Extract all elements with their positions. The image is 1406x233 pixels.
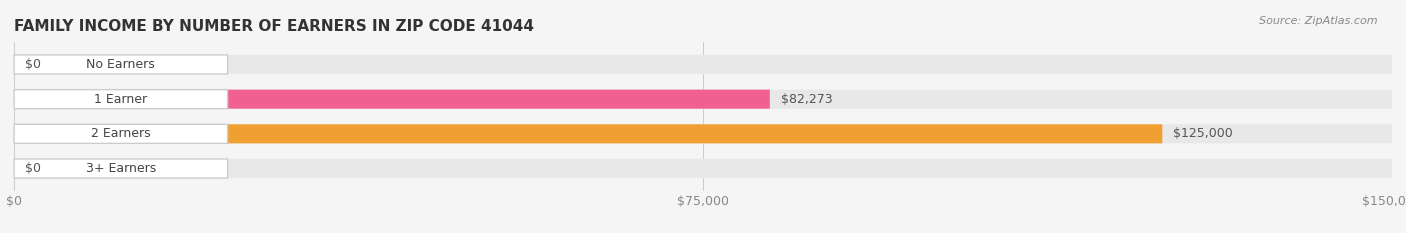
Text: $82,273: $82,273: [780, 93, 832, 106]
Text: 3+ Earners: 3+ Earners: [86, 162, 156, 175]
FancyBboxPatch shape: [14, 124, 1163, 143]
Text: $0: $0: [25, 162, 41, 175]
FancyBboxPatch shape: [14, 124, 1392, 143]
Text: 2 Earners: 2 Earners: [91, 127, 150, 140]
Text: $125,000: $125,000: [1174, 127, 1233, 140]
Text: No Earners: No Earners: [87, 58, 155, 71]
FancyBboxPatch shape: [14, 159, 228, 178]
Text: Source: ZipAtlas.com: Source: ZipAtlas.com: [1260, 16, 1378, 26]
FancyBboxPatch shape: [14, 55, 1392, 74]
FancyBboxPatch shape: [14, 90, 770, 109]
Text: 1 Earner: 1 Earner: [94, 93, 148, 106]
Text: FAMILY INCOME BY NUMBER OF EARNERS IN ZIP CODE 41044: FAMILY INCOME BY NUMBER OF EARNERS IN ZI…: [14, 19, 534, 34]
FancyBboxPatch shape: [14, 90, 228, 109]
Text: $0: $0: [25, 58, 41, 71]
FancyBboxPatch shape: [14, 55, 228, 74]
FancyBboxPatch shape: [14, 90, 1392, 109]
FancyBboxPatch shape: [14, 124, 228, 143]
FancyBboxPatch shape: [14, 159, 1392, 178]
